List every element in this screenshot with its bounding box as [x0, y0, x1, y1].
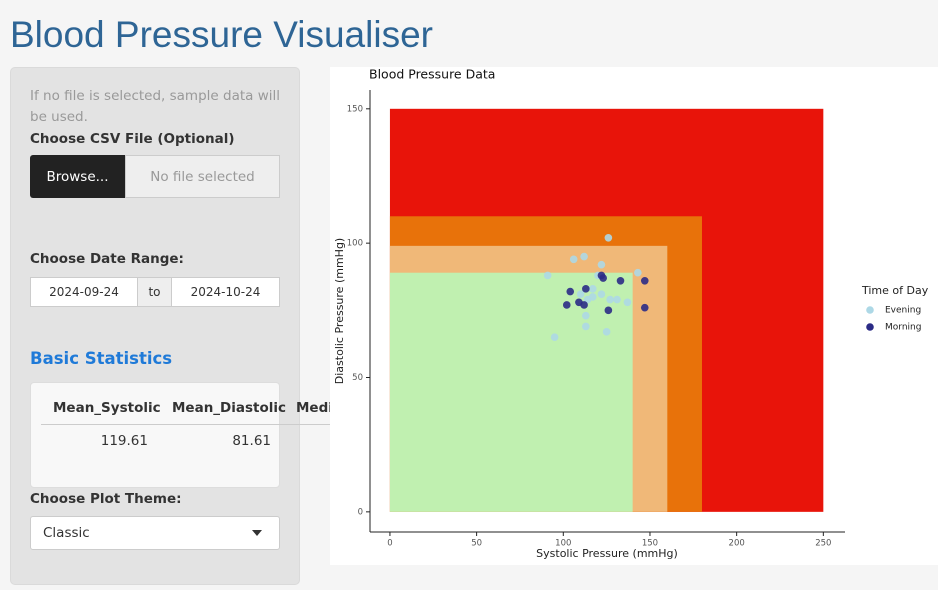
data-point: [604, 306, 613, 315]
stats-heading: Basic Statistics: [30, 349, 173, 368]
data-point: [588, 285, 597, 293]
y-tick-label: 0: [358, 507, 363, 517]
data-point: [582, 285, 590, 293]
date-end-input[interactable]: 2024-10-24: [171, 277, 280, 307]
chart-title: Blood Pressure Data: [369, 67, 495, 82]
x-axis-title: Systolic Pressure (mmHg): [536, 547, 678, 560]
x-tick-label: 100: [555, 539, 571, 549]
data-point: [616, 276, 625, 285]
date-start-input[interactable]: 2024-09-24: [30, 277, 138, 307]
y-tick-label: 150: [347, 104, 363, 114]
app-title: Blood Pressure Visualiser: [10, 14, 433, 55]
risk-zone: [389, 272, 633, 512]
help-text: If no file is selected, sample data will…: [30, 88, 280, 125]
file-name-field[interactable]: No file selected: [125, 155, 280, 198]
stats-table: [30, 382, 280, 488]
data-point: [582, 311, 590, 320]
table-header: Mean_Systolic: [53, 400, 161, 416]
x-tick-label: 250: [815, 539, 831, 549]
y-tick-label: 100: [347, 239, 363, 249]
x-tick-label: 150: [642, 539, 658, 549]
data-point: [550, 333, 559, 341]
chart: Blood Pressure Data Systolic Pressure (m…: [333, 67, 929, 561]
data-point: [640, 303, 649, 312]
data-point: [640, 276, 649, 285]
date-separator: to: [138, 277, 171, 307]
y-axis-title: Diastolic Pressure (mmHg): [333, 238, 346, 384]
theme-select[interactable]: Classic: [30, 516, 280, 550]
legend-marker: [866, 323, 874, 331]
sidebar-panel: [10, 67, 300, 585]
legend-label: Morning: [885, 323, 921, 333]
data-point: [602, 328, 611, 336]
data-point: [580, 301, 588, 309]
x-tick-label: 50: [471, 539, 482, 549]
data-point: [613, 295, 621, 304]
table-cell: 119.61: [100, 433, 148, 449]
data-point: [599, 274, 607, 282]
y-tick-label: 50: [352, 373, 363, 383]
data-point: [543, 271, 552, 280]
data-point: [597, 260, 606, 269]
data-point: [634, 268, 642, 277]
legend-label: Evening: [885, 306, 921, 316]
date-label: Choose Date Range:: [30, 251, 184, 267]
data-point: [566, 287, 575, 296]
data-point: [604, 233, 613, 242]
browse-button[interactable]: Browse...: [30, 155, 125, 198]
table-header: Mean_Diastolic: [172, 400, 287, 416]
data-point: [606, 295, 614, 304]
table-rule: [41, 424, 331, 425]
theme-label: Choose Plot Theme:: [30, 491, 182, 507]
chart-container: Blood Pressure Data Systolic Pressure (m…: [330, 67, 938, 565]
legend-title: Time of Day: [861, 284, 929, 297]
data-point: [562, 301, 571, 309]
legend-marker: [866, 306, 874, 314]
file-label: Choose CSV File (Optional): [30, 131, 235, 147]
x-tick-label: 200: [729, 539, 745, 549]
data-point: [569, 255, 578, 264]
table-cell: 81.61: [232, 433, 271, 449]
data-point: [576, 290, 585, 299]
x-tick-label: 0: [387, 539, 392, 549]
data-point: [582, 322, 590, 331]
data-point: [597, 290, 606, 299]
data-point: [583, 295, 592, 304]
data-point: [580, 252, 588, 261]
dropdown-caret[interactable]: [252, 530, 262, 536]
data-point: [623, 298, 632, 307]
